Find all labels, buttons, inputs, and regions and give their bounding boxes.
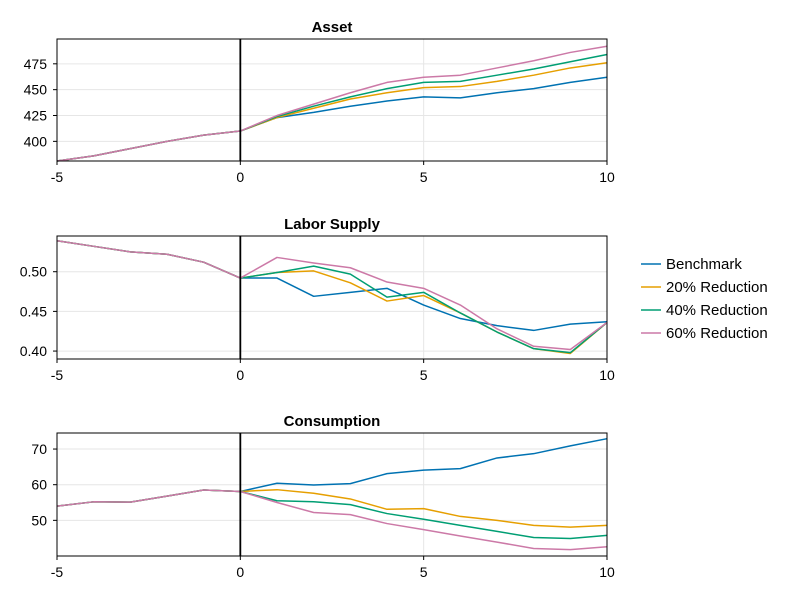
x-tick-label: -5: [51, 564, 64, 580]
y-tick-label: 0.45: [20, 303, 47, 319]
y-tick-label: 400: [24, 133, 48, 149]
axes-frame: [56, 432, 608, 557]
y-tick-label: 450: [24, 82, 48, 98]
y-tick-label: 0.40: [20, 343, 47, 359]
legend-entry: 60% Reduction: [666, 325, 768, 342]
axes-frame: [56, 235, 608, 360]
y-tick-label: 425: [24, 108, 48, 124]
y-tick-label: 50: [31, 512, 47, 528]
series-line-60-reduction: [56, 489, 608, 551]
series-line-20-reduction: [56, 488, 608, 528]
panel-title: Asset: [312, 19, 353, 36]
series-line-40-reduction: [56, 240, 608, 354]
series-line-60-reduction: [56, 240, 608, 351]
x-tick-label: -5: [51, 367, 64, 383]
y-tick-label: 60: [31, 477, 47, 493]
x-tick-label: 10: [599, 169, 615, 185]
series-line-40-reduction: [56, 53, 608, 162]
legend-entry: 40% Reduction: [666, 302, 768, 319]
legend: Benchmark 20% Reduction 40% Reduction 60% R…: [641, 256, 768, 342]
panel-asset: Asset -5 0 5 10 400 425 450 475: [24, 19, 615, 185]
legend-entry: Benchmark: [666, 256, 742, 273]
y-tick-label: 0.50: [20, 264, 47, 280]
panel-consumption: Consumption -5 0 5 10 50 60 70: [31, 413, 615, 580]
x-tick-label: 5: [420, 564, 428, 580]
x-tick-label: 0: [236, 564, 244, 580]
x-tick-label: -5: [51, 169, 64, 185]
x-tick-label: 0: [236, 169, 244, 185]
legend-entry: 20% Reduction: [666, 279, 768, 296]
panel-labor-supply: Labor Supply -5 0 5 10 0.40 0.45 0.50: [20, 216, 615, 383]
x-tick-label: 5: [420, 367, 428, 383]
series-line-benchmark: [56, 240, 608, 332]
y-tick-label: 475: [24, 56, 48, 72]
axes-frame: [56, 38, 608, 162]
x-tick-label: 10: [599, 564, 615, 580]
y-tick-label: 70: [31, 441, 47, 457]
x-tick-label: 5: [420, 169, 428, 185]
x-tick-label: 0: [236, 367, 244, 383]
x-tick-label: 10: [599, 367, 615, 383]
panel-title: Labor Supply: [284, 216, 380, 233]
series-line-20-reduction: [56, 240, 608, 355]
panel-title: Consumption: [284, 413, 381, 430]
series-line-60-reduction: [56, 45, 608, 162]
